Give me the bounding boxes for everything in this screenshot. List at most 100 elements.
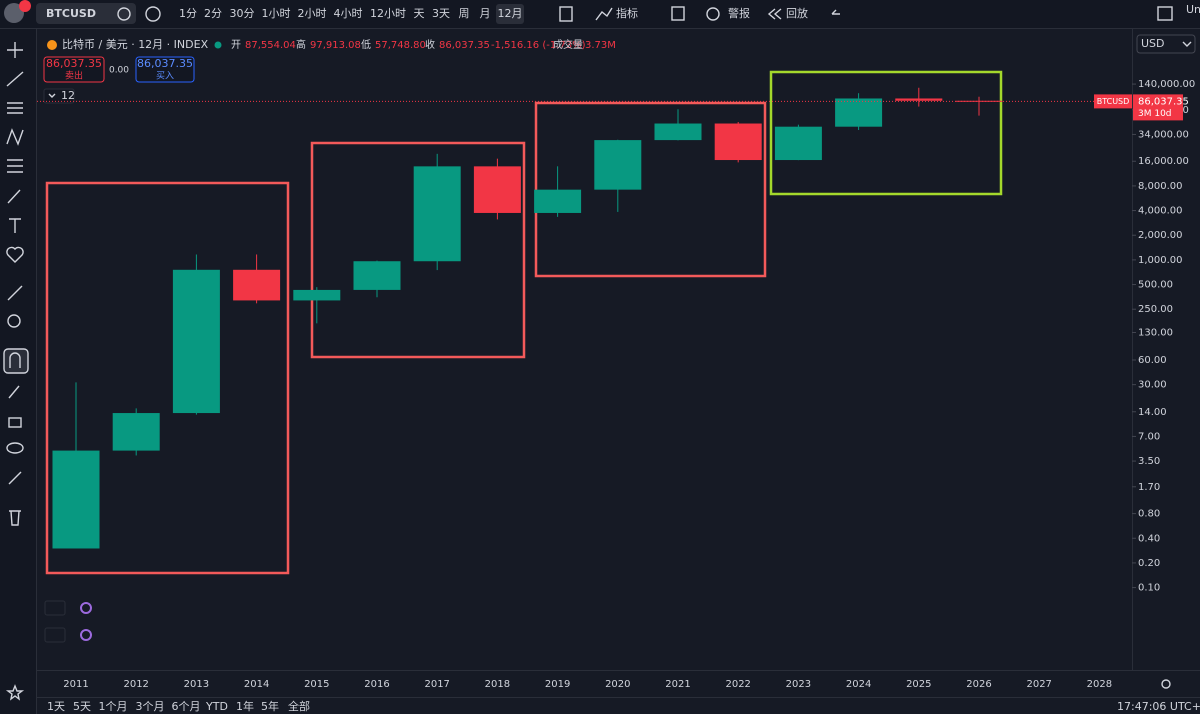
range-button[interactable]: 1个月	[99, 700, 128, 713]
fib-tool[interactable]	[7, 102, 23, 114]
interval-button[interactable]: 2小时	[298, 7, 327, 20]
interval-button[interactable]: 2分	[204, 7, 222, 20]
pattern-tool[interactable]	[6, 128, 24, 146]
y-tick-label: 3.50	[1138, 456, 1160, 467]
settings-button[interactable]	[1161, 679, 1171, 689]
x-tick-label: 2014	[244, 679, 269, 690]
symbol-search[interactable]	[36, 3, 136, 24]
forecast-tool[interactable]	[7, 159, 23, 173]
account[interactable]: Un	[1186, 3, 1200, 16]
interval-badge: 12	[61, 89, 75, 102]
highlight-box[interactable]	[769, 70, 1003, 196]
x-tick-label: 2019	[545, 679, 570, 690]
lock-tool[interactable]	[8, 417, 22, 428]
zoom-tool[interactable]	[7, 314, 21, 328]
y-tick-label: 130.00	[1138, 327, 1173, 338]
interval-button[interactable]: 12月	[498, 7, 523, 20]
candle-body	[413, 166, 461, 262]
indicators-button[interactable]: 指标	[616, 6, 638, 20]
y-tick-label: 500.00	[1138, 280, 1173, 291]
highlight-box[interactable]	[310, 141, 526, 359]
highlight-box[interactable]	[45, 181, 290, 575]
alert-button[interactable]: 警报	[728, 6, 750, 20]
icon-tool[interactable]	[6, 246, 24, 263]
currency-arrow	[1182, 41, 1192, 47]
stay-drawing-tool[interactable]	[8, 385, 20, 399]
legend-open-label: 开	[231, 40, 241, 51]
range-button[interactable]: 5年	[261, 699, 279, 713]
range-button[interactable]: 3个月	[136, 700, 165, 713]
pane-toggle[interactable]	[44, 600, 66, 616]
candle-body	[353, 261, 401, 290]
legend-volume-label: 成交量	[553, 38, 583, 51]
y-tick-label: 2,000.00	[1138, 230, 1183, 241]
alert-icon	[706, 7, 720, 21]
y-tick-label: 34,000.00	[1138, 129, 1189, 140]
y-tick-label: 30.00	[1138, 380, 1167, 391]
text-tool[interactable]	[9, 218, 21, 233]
measure-tool[interactable]	[7, 285, 23, 301]
symbol-icon	[117, 7, 131, 21]
y-tick-label: 250.00	[1138, 304, 1173, 315]
x-tick-label: 2022	[725, 679, 750, 690]
notification-badge	[19, 0, 31, 12]
line-tool[interactable]	[6, 71, 24, 87]
compare-button[interactable]	[145, 6, 161, 22]
layout-button[interactable]	[671, 6, 685, 21]
range-button[interactable]: YTD	[205, 700, 228, 713]
y-tick-label: 60.00	[1138, 355, 1167, 366]
sell-button[interactable]	[43, 56, 105, 83]
range-button[interactable]: 6个月	[172, 700, 201, 713]
legend-low: 57,748.80	[375, 40, 426, 51]
interval-button[interactable]: 1小时	[262, 7, 291, 20]
price-tag-text: 86,037.35	[1138, 96, 1189, 107]
undo-button[interactable]	[831, 9, 840, 15]
legend-open: 87,554.04	[245, 40, 296, 51]
crosshair-tool[interactable]	[7, 42, 23, 58]
interval-button[interactable]: 4小时	[334, 7, 363, 20]
buy-button[interactable]	[135, 56, 195, 83]
currency-select[interactable]	[1136, 34, 1196, 54]
legend-close-label: 收	[425, 38, 435, 51]
interval-button[interactable]: 3天	[432, 7, 450, 20]
indicator-toggle[interactable]	[43, 88, 75, 104]
delete-tool[interactable]	[9, 510, 21, 526]
x-tick-label: 2024	[846, 679, 871, 690]
sync-icon	[80, 629, 92, 641]
replay-button[interactable]: 回放	[786, 6, 808, 20]
range-button[interactable]: 1天	[47, 700, 65, 713]
clock: 17:47:06 UTC+8	[1117, 700, 1200, 713]
annotations	[45, 70, 1003, 575]
buy-price: 86,037.35	[137, 57, 193, 70]
favorites[interactable]	[5, 684, 25, 701]
chart-type-button[interactable]	[559, 6, 573, 22]
interval-button[interactable]: 月	[480, 7, 491, 20]
legend-high-label: 高	[296, 38, 306, 51]
highlight-box[interactable]	[534, 101, 767, 278]
range-button[interactable]: 全部	[288, 699, 310, 713]
tool-icons	[3, 42, 29, 701]
interval-button[interactable]: 天	[414, 7, 425, 20]
y-tick-label: 1,000.00	[1138, 255, 1183, 266]
interval-button[interactable]: 30分	[230, 7, 255, 20]
bottom-bar: 1天 5天 1个月 3个月 6个月 YTD 1年 5年 全部	[47, 699, 310, 713]
window-button[interactable]	[1157, 6, 1173, 21]
pane-toggle[interactable]	[44, 627, 66, 643]
hide-tool[interactable]	[6, 442, 24, 454]
y-tick-label: 7.00	[1138, 431, 1160, 442]
brush-tool[interactable]	[7, 189, 21, 204]
interval-button[interactable]: 周	[459, 7, 470, 20]
range-button[interactable]: 5天	[73, 700, 91, 713]
sync-tool[interactable]	[8, 471, 22, 485]
range-button[interactable]: 1年	[236, 699, 254, 713]
magnet-icon	[9, 352, 21, 368]
avatar[interactable]	[4, 3, 24, 23]
interval-button[interactable]: 12小时	[370, 7, 406, 20]
candle-body	[293, 289, 341, 301]
x-tick-label: 2016	[364, 679, 389, 690]
interval-button[interactable]: 1分	[179, 7, 197, 20]
candle-body	[895, 98, 943, 101]
candle-body	[654, 123, 702, 141]
candle-body	[534, 189, 582, 213]
indicators-icon	[595, 7, 613, 21]
